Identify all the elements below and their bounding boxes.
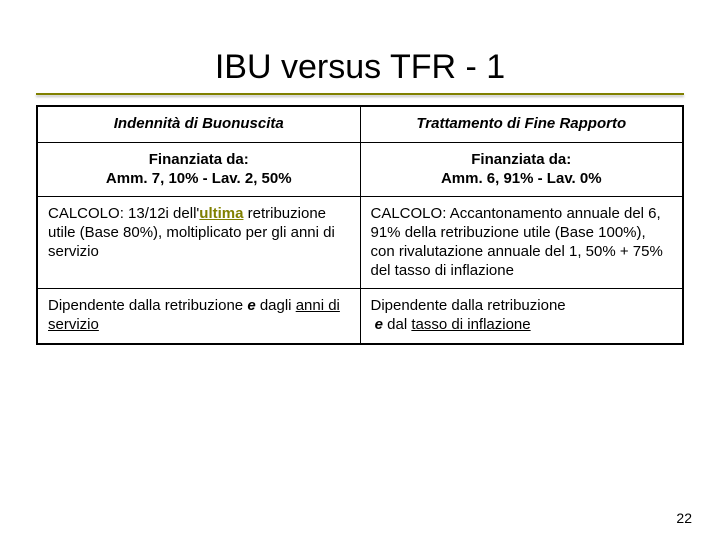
calc-left-pre: CALCOLO: 13/12i dell' xyxy=(48,205,199,222)
subheader-left: Finanziata da: Amm. 7, 10% - Lav. 2, 50% xyxy=(37,142,360,197)
table-row: Finanziata da: Amm. 7, 10% - Lav. 2, 50%… xyxy=(37,142,683,197)
slide-title: IBU versus TFR - 1 xyxy=(36,48,684,87)
calc-right-cell: CALCOLO: Accantonamento annuale del 6, 9… xyxy=(360,197,683,289)
table-row: Indennità di Buonuscita Trattamento di F… xyxy=(37,106,683,142)
dep-left-cell: Dipendente dalla retribuzione e dagli an… xyxy=(37,289,360,344)
page-number: 22 xyxy=(676,510,692,526)
subheader-right: Finanziata da: Amm. 6, 91% - Lav. 0% xyxy=(360,142,683,197)
calc-left-cell: CALCOLO: 13/12i dell'ultima retribuzione… xyxy=(37,197,360,289)
header-left: Indennità di Buonuscita xyxy=(37,106,360,142)
dep-right-uline: tasso di inflazione xyxy=(411,316,530,333)
calc-left-ultima: ultima xyxy=(199,205,243,222)
title-underline xyxy=(36,93,684,95)
table-row: CALCOLO: 13/12i dell'ultima retribuzione… xyxy=(37,197,683,289)
dep-left-e: e xyxy=(247,297,255,314)
dep-left-pre: Dipendente dalla retribuzione xyxy=(48,297,247,314)
comparison-table: Indennità di Buonuscita Trattamento di F… xyxy=(36,105,684,345)
dep-left-mid: dagli xyxy=(256,297,296,314)
dep-right-e: e xyxy=(375,316,383,333)
header-right: Trattamento di Fine Rapporto xyxy=(360,106,683,142)
dep-right-mid: dal xyxy=(383,316,411,333)
dep-right-pre: Dipendente dalla retribuzione xyxy=(371,297,566,314)
dep-right-cell: Dipendente dalla retribuzione e dal tass… xyxy=(360,289,683,344)
slide: IBU versus TFR - 1 Indennità di Buonusci… xyxy=(0,0,720,540)
table-row: Dipendente dalla retribuzione e dagli an… xyxy=(37,289,683,344)
